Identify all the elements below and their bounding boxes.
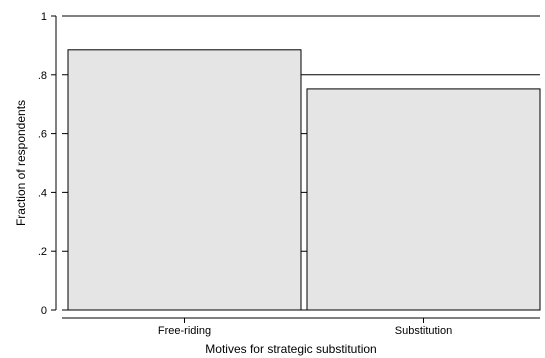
x-tick-label: Substitution [395,325,452,337]
y-tick-label: 1 [41,11,47,23]
bars [67,49,541,311]
y-axis-title: Fraction of respondents [14,100,28,226]
x-axis-ticks: Free-riding Substitution [158,318,452,337]
y-tick-label: .8 [38,70,47,82]
y-tick-label: .6 [38,129,47,141]
bar-free-riding [67,49,302,311]
y-axis-ticks: 0 .2 .4 .6 .8 1 [38,11,56,317]
x-axis-title: Motives for strategic substitution [205,342,376,356]
y-tick-label: .2 [38,246,47,258]
x-tick-label: Free-riding [158,325,211,337]
y-tick-label: 0 [41,305,47,317]
bar-substitution [306,88,541,311]
y-tick-label: .4 [38,187,47,199]
